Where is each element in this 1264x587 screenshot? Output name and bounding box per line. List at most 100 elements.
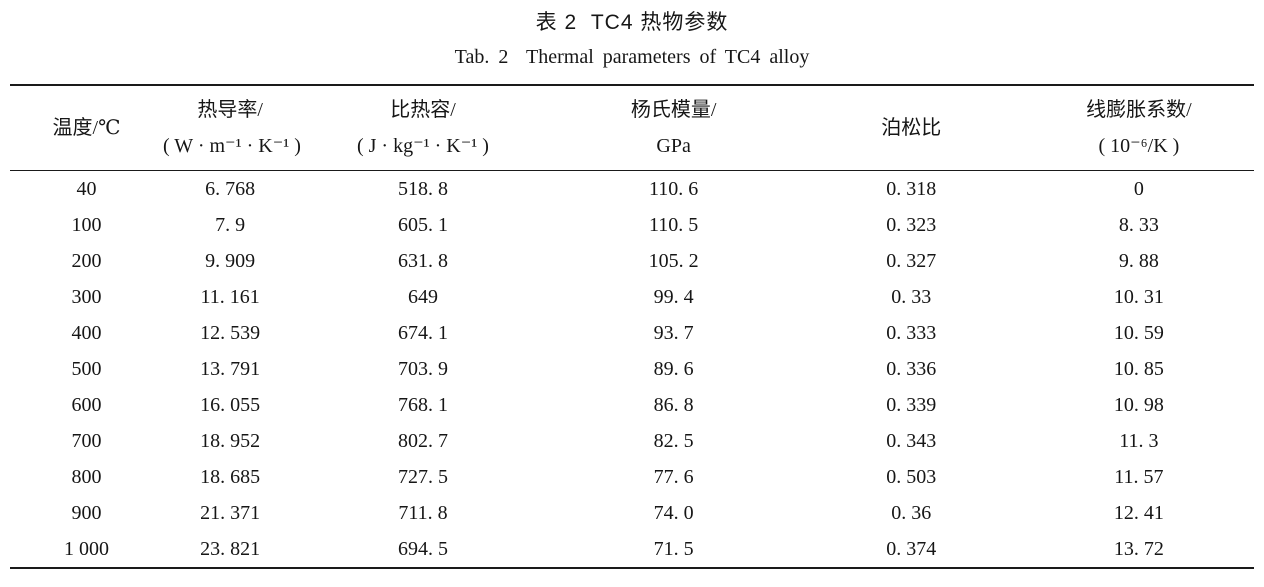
cell-temperature: 1 000	[64, 537, 109, 560]
cell-youngs-modulus: 93. 7	[653, 321, 694, 344]
cell-linear-expansion: 12. 41	[1113, 501, 1164, 524]
col-header-label: 比热容/	[390, 99, 456, 121]
col-header-label: 温度/℃	[52, 117, 121, 139]
cell-specific-heat: 605. 1	[397, 213, 448, 236]
cell-temperature: 100	[71, 213, 102, 236]
cell-youngs-modulus: 89. 6	[653, 357, 694, 380]
cell-youngs-modulus: 99. 4	[653, 285, 694, 308]
cell-youngs-modulus: 82. 5	[653, 429, 694, 452]
table-row: 100 7. 9 605. 1 110. 5 0. 323 8. 33	[10, 207, 1254, 243]
col-header-label: 热导率/	[197, 99, 263, 121]
cell-thermal-conductivity: 21. 371	[200, 501, 261, 524]
cell-specific-heat: 703. 9	[397, 357, 448, 380]
cell-specific-heat: 518. 8	[397, 177, 448, 200]
col-header-unit: GPa	[656, 135, 691, 157]
cell-thermal-conductivity: 7. 9	[215, 213, 246, 236]
cell-temperature: 400	[71, 321, 102, 344]
table-row: 200 9. 909 631. 8 105. 2 0. 327 9. 88	[10, 243, 1254, 279]
cell-linear-expansion: 10. 98	[1113, 393, 1164, 416]
col-header-label: 泊松比	[881, 117, 942, 139]
cell-poisson-ratio: 0. 318	[886, 177, 937, 200]
cell-temperature: 900	[71, 501, 102, 524]
cell-temperature: 300	[71, 285, 102, 308]
cell-youngs-modulus: 105. 2	[648, 249, 699, 272]
table-caption-zh: 表 2 TC4 热物参数	[535, 11, 729, 34]
cell-youngs-modulus: 71. 5	[653, 537, 694, 560]
cell-poisson-ratio: 0. 336	[886, 357, 937, 380]
table-row: 40 6. 768 518. 8 110. 6 0. 318 0	[10, 171, 1254, 208]
cell-specific-heat: 802. 7	[397, 429, 448, 452]
col-header-poisson-ratio: 泊松比	[799, 85, 1024, 171]
table-row: 400 12. 539 674. 1 93. 7 0. 333 10. 59	[10, 315, 1254, 351]
cell-thermal-conductivity: 9. 909	[205, 249, 256, 272]
cell-poisson-ratio: 0. 33	[891, 285, 932, 308]
cell-thermal-conductivity: 18. 685	[200, 465, 261, 488]
col-header-linear-expansion: 线膨胀系数/ ( 10⁻⁶/K )	[1024, 85, 1254, 171]
cell-thermal-conductivity: 18. 952	[200, 429, 261, 452]
cell-specific-heat: 768. 1	[397, 393, 448, 416]
col-header-temperature: 温度/℃	[10, 85, 163, 171]
cell-thermal-conductivity: 6. 768	[205, 177, 256, 200]
col-header-unit: ( J · kg⁻¹ · K⁻¹ )	[356, 135, 489, 157]
cell-linear-expansion: 11. 3	[1119, 429, 1159, 452]
table-row: 900 21. 371 711. 8 74. 0 0. 36 12. 41	[10, 495, 1254, 531]
col-header-label: 杨氏模量/	[630, 99, 717, 121]
table-row: 500 13. 791 703. 9 89. 6 0. 336 10. 85	[10, 351, 1254, 387]
cell-youngs-modulus: 110. 5	[649, 213, 699, 236]
table-row: 700 18. 952 802. 7 82. 5 0. 343 11. 3	[10, 423, 1254, 459]
table-row: 800 18. 685 727. 5 77. 6 0. 503 11. 57	[10, 459, 1254, 495]
cell-poisson-ratio: 0. 343	[886, 429, 937, 452]
cell-poisson-ratio: 0. 327	[886, 249, 937, 272]
cell-thermal-conductivity: 12. 539	[200, 321, 261, 344]
thermal-parameters-table: 温度/℃ 热导率/ ( W · m⁻¹ · K⁻¹ ) 比热容/ ( J · k…	[10, 84, 1254, 569]
cell-thermal-conductivity: 13. 791	[200, 357, 261, 380]
cell-linear-expansion: 10. 59	[1113, 321, 1164, 344]
table-body: 40 6. 768 518. 8 110. 6 0. 318 0 100 7. …	[10, 171, 1254, 569]
header-row: 温度/℃ 热导率/ ( W · m⁻¹ · K⁻¹ ) 比热容/ ( J · k…	[10, 85, 1254, 171]
cell-specific-heat: 631. 8	[397, 249, 448, 272]
cell-specific-heat: 694. 5	[397, 537, 448, 560]
cell-specific-heat: 674. 1	[397, 321, 448, 344]
cell-linear-expansion: 9. 88	[1118, 249, 1159, 272]
cell-temperature: 700	[71, 429, 102, 452]
col-header-unit: ( W · m⁻¹ · K⁻¹ )	[163, 135, 301, 157]
table-caption-en: Tab. 2 Thermal parameters of TC4 alloy	[454, 46, 810, 68]
cell-linear-expansion: 8. 33	[1118, 213, 1159, 236]
col-header-unit: ( 10⁻⁶/K )	[1098, 135, 1180, 157]
cell-youngs-modulus: 74. 0	[653, 501, 694, 524]
cell-poisson-ratio: 0. 36	[891, 501, 932, 524]
cell-thermal-conductivity: 16. 055	[200, 393, 261, 416]
cell-temperature: 600	[71, 393, 102, 416]
col-header-thermal-conductivity: 热导率/ ( W · m⁻¹ · K⁻¹ )	[163, 85, 301, 171]
cell-specific-heat: 727. 5	[397, 465, 448, 488]
cell-poisson-ratio: 0. 339	[886, 393, 937, 416]
cell-linear-expansion: 11. 57	[1114, 465, 1164, 488]
cell-linear-expansion: 10. 31	[1113, 285, 1164, 308]
cell-youngs-modulus: 110. 6	[649, 177, 699, 200]
cell-thermal-conductivity: 11. 161	[200, 285, 260, 308]
table-row: 300 11. 161 649 99. 4 0. 33 10. 31	[10, 279, 1254, 315]
cell-poisson-ratio: 0. 503	[886, 465, 937, 488]
cell-specific-heat: 711. 8	[398, 501, 448, 524]
cell-poisson-ratio: 0. 323	[886, 213, 937, 236]
col-header-specific-heat: 比热容/ ( J · kg⁻¹ · K⁻¹ )	[297, 85, 548, 171]
cell-youngs-modulus: 86. 8	[653, 393, 694, 416]
cell-specific-heat: 649	[407, 285, 438, 308]
table-row: 1 000 23. 821 694. 5 71. 5 0. 374 13. 72	[10, 531, 1254, 568]
table-row: 600 16. 055 768. 1 86. 8 0. 339 10. 98	[10, 387, 1254, 423]
col-header-youngs-modulus: 杨氏模量/ GPa	[549, 85, 799, 171]
cell-linear-expansion: 10. 85	[1113, 357, 1164, 380]
page: 表 2 TC4 热物参数 Tab. 2 Thermal parameters o…	[10, 11, 1254, 569]
cell-youngs-modulus: 77. 6	[653, 465, 694, 488]
col-header-label: 线膨胀系数/	[1086, 99, 1192, 121]
cell-temperature: 40	[76, 177, 97, 200]
cell-linear-expansion: 13. 72	[1113, 537, 1164, 560]
cell-temperature: 800	[71, 465, 102, 488]
cell-thermal-conductivity: 23. 821	[200, 537, 261, 560]
cell-linear-expansion: 0	[1133, 177, 1144, 200]
cell-poisson-ratio: 0. 374	[886, 537, 937, 560]
cell-poisson-ratio: 0. 333	[886, 321, 937, 344]
cell-temperature: 500	[71, 357, 102, 380]
cell-temperature: 200	[71, 249, 102, 272]
table-header: 温度/℃ 热导率/ ( W · m⁻¹ · K⁻¹ ) 比热容/ ( J · k…	[10, 85, 1254, 171]
